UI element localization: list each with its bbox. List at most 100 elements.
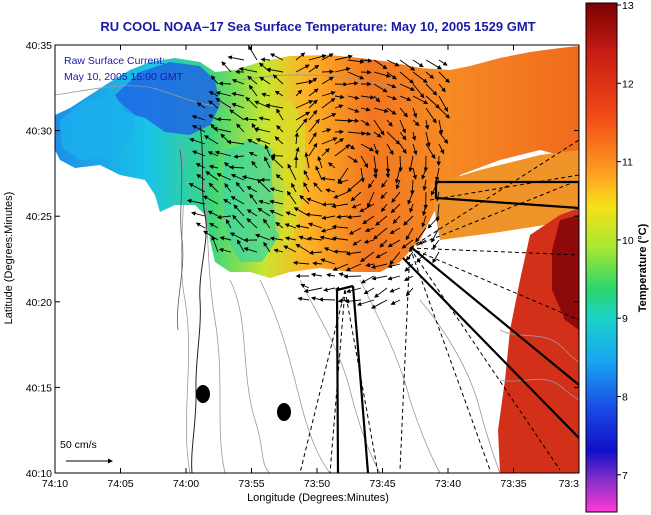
x-tick-label: 73:50 — [304, 478, 330, 490]
current-vector — [308, 99, 318, 109]
current-vector — [438, 71, 450, 84]
current-vector — [387, 275, 401, 281]
sst-hot-core — [552, 215, 579, 330]
current-vector — [401, 239, 414, 249]
current-vector — [360, 58, 373, 63]
current-vector — [224, 182, 232, 193]
current-legend-line1: Raw Surface Current: — [64, 55, 165, 67]
current-vector — [225, 219, 232, 229]
current-vector — [371, 299, 388, 309]
current-vector — [295, 52, 306, 61]
current-vector — [359, 203, 375, 213]
current-vector — [380, 191, 388, 200]
current-vector — [207, 151, 219, 157]
current-vector — [323, 287, 336, 292]
current-vector — [438, 107, 450, 119]
current-vector — [248, 45, 258, 61]
current-vector — [427, 215, 440, 229]
current-vector — [270, 156, 284, 169]
current-vector — [208, 182, 219, 193]
current-vector — [275, 221, 284, 229]
current-vector — [317, 155, 323, 169]
scale-label: 50 cm/s — [60, 439, 97, 451]
current-vector — [308, 77, 318, 85]
coastline-inner — [177, 149, 184, 331]
figure-title: RU COOL NOAA–17 Sea Surface Temperature:… — [100, 19, 535, 34]
current-vector — [235, 181, 245, 193]
current-vector — [432, 251, 440, 264]
current-vector — [360, 143, 374, 152]
current-vector — [432, 239, 440, 250]
current-vector — [394, 167, 401, 184]
current-vector — [256, 178, 271, 193]
current-vector — [272, 74, 284, 85]
y-axis-label: Latitude (Degrees:Minutes) — [3, 192, 15, 325]
current-vector — [411, 131, 417, 141]
current-vector — [425, 83, 438, 96]
current-vector — [364, 227, 375, 233]
current-vector — [273, 248, 284, 253]
x-tick-label: 73:35 — [500, 478, 526, 490]
current-vector — [373, 155, 379, 174]
current-vector — [216, 214, 232, 220]
current-vector — [306, 197, 323, 205]
current-vector — [334, 286, 349, 292]
x-tick-label: 73:55 — [238, 478, 264, 490]
sst-warm-strip — [430, 150, 579, 240]
current-vector — [373, 83, 388, 93]
current-vector — [399, 119, 406, 134]
current-vector — [204, 135, 219, 145]
current-vector — [392, 215, 401, 224]
current-vector — [264, 156, 271, 169]
current-vector — [350, 191, 362, 202]
current-vector — [363, 287, 375, 295]
current-vector — [398, 155, 403, 172]
current-vector — [258, 199, 271, 205]
current-vector — [325, 188, 336, 193]
current-vector — [215, 98, 232, 109]
x-tick-label: 73:45 — [369, 478, 395, 490]
colorbar-tick-label: 7 — [622, 470, 628, 482]
current-vector — [424, 119, 430, 130]
sst-field — [55, 46, 579, 473]
current-vector — [365, 262, 375, 268]
y-tick-label: 40:35 — [26, 40, 52, 52]
current-vector — [292, 260, 310, 266]
current-vector — [321, 137, 338, 145]
current-vector — [333, 191, 349, 199]
current-vector — [295, 243, 310, 253]
current-legend-line2: May 10, 2005 15:00 GMT — [64, 71, 184, 83]
current-vector — [410, 179, 415, 196]
current-vector — [274, 136, 284, 145]
current-vector — [345, 263, 362, 272]
current-vector — [425, 71, 435, 79]
current-vector — [295, 79, 314, 85]
current-vector — [295, 118, 308, 133]
current-vector — [360, 131, 372, 136]
y-tick-label: 40:15 — [26, 382, 52, 394]
current-vector — [373, 95, 381, 103]
current-vector — [211, 235, 219, 253]
current-vector — [347, 155, 358, 163]
current-vector — [370, 263, 388, 269]
current-vector — [431, 227, 440, 243]
current-vector — [360, 167, 365, 183]
current-vector — [214, 150, 232, 157]
y-tick-label: 40:10 — [26, 468, 52, 480]
current-vector — [304, 152, 310, 169]
current-vector — [269, 236, 284, 241]
current-vector — [229, 165, 245, 170]
current-vector — [334, 67, 351, 73]
buoy-marker-2 — [277, 403, 291, 421]
current-vector — [247, 75, 258, 85]
current-vector — [291, 182, 297, 193]
x-tick-label: 73:3 — [559, 478, 580, 490]
current-vector — [321, 113, 337, 121]
current-vector — [422, 179, 427, 191]
current-vector — [363, 239, 375, 244]
current-vector — [386, 59, 400, 67]
current-vector — [430, 179, 440, 196]
current-vector — [438, 95, 448, 112]
current-vector — [331, 203, 349, 209]
